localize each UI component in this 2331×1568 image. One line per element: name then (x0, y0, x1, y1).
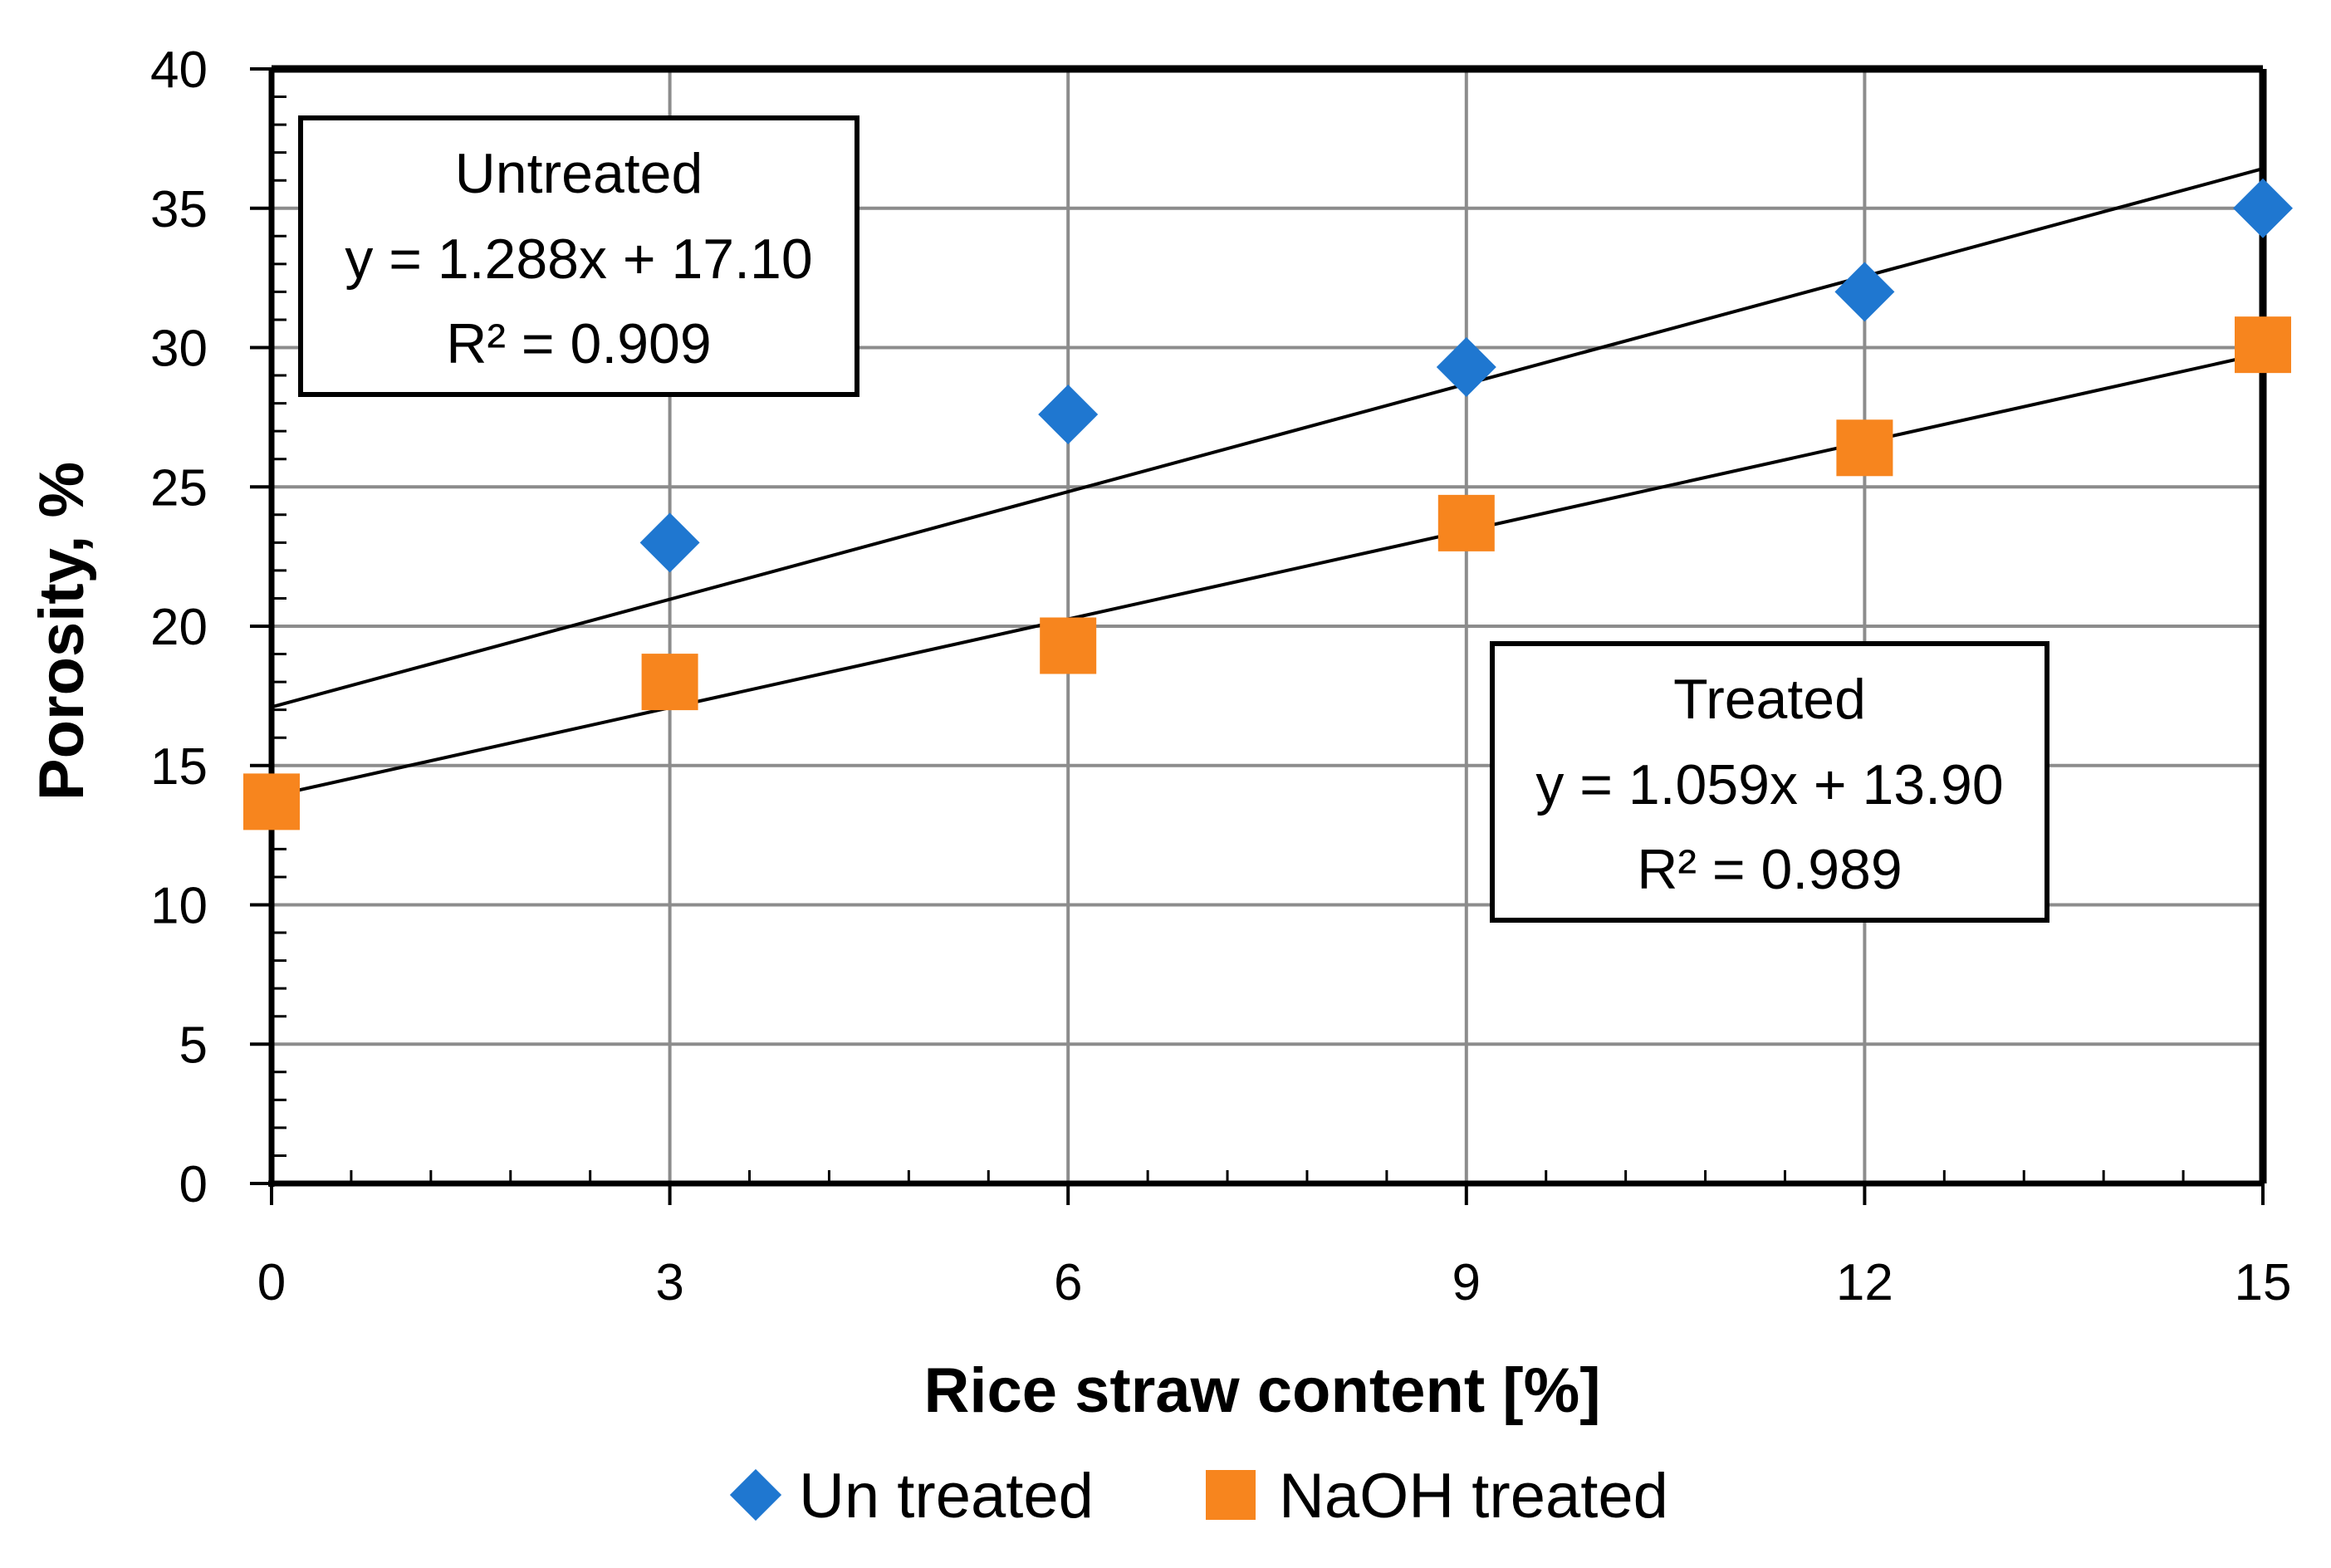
annotation-treated-equation: y = 1.059x + 13.90 (1535, 753, 2003, 816)
y-tick-label: 5 (179, 1017, 208, 1074)
untreated-point (1038, 385, 1099, 445)
annotation-untreated: Untreated y = 1.288x + 17.10 R² = 0.909 (298, 115, 859, 397)
naoh-treated-point (1437, 494, 1495, 551)
annotation-untreated-r2: R² = 0.909 (446, 312, 711, 375)
tick-labels: 0 5 10 15 20 25 30 35 40 0 3 6 9 12 15 (150, 42, 2291, 1311)
legend-naoh-label: NaOH treated (1279, 1461, 1668, 1531)
annotation-treated-r2: R² = 0.989 (1637, 838, 1902, 901)
y-tick-label: 30 (150, 321, 208, 378)
untreated-point (1436, 336, 1496, 397)
naoh-treated-point (641, 654, 698, 711)
annotation-untreated-equation: y = 1.288x + 17.10 (345, 228, 812, 291)
x-tick-label: 12 (1836, 1254, 1893, 1311)
untreated-point (639, 512, 700, 573)
trendlines (271, 167, 2264, 798)
x-tick-label: 0 (257, 1254, 286, 1311)
x-axis-title: Rice straw content [%] (923, 1355, 1600, 1426)
trendline-naoh-treated (271, 351, 2264, 798)
naoh-treated-point (243, 773, 300, 831)
y-tick-label: 40 (150, 42, 208, 99)
x-tick-label: 15 (2235, 1254, 2292, 1311)
y-axis-title: Porosity, % (27, 462, 97, 801)
y-tick-label: 25 (150, 459, 208, 517)
naoh-treated-point (2235, 316, 2291, 374)
y-tick-label: 10 (150, 878, 208, 935)
x-tick-label: 9 (1452, 1254, 1481, 1311)
annotation-untreated-box (298, 115, 859, 397)
annotation-treated: Treated y = 1.059x + 13.90 R² = 0.989 (1490, 641, 2049, 923)
naoh-treated-point (1040, 617, 1097, 674)
legend-untreated-label: Un treated (799, 1461, 1094, 1531)
y-tick-label: 0 (179, 1156, 208, 1213)
legend-untreated-marker (729, 1468, 782, 1521)
untreated-point (1834, 262, 1895, 322)
legend-naoh-marker (1206, 1470, 1256, 1520)
annotation-untreated-title: Untreated (455, 142, 703, 205)
y-tick-label: 15 (150, 738, 208, 796)
legend: Un treated NaOH treated (729, 1461, 1668, 1531)
y-tick-label: 35 (150, 181, 208, 238)
untreated-point (2233, 178, 2293, 238)
y-tick-label: 20 (150, 599, 208, 656)
data-markers (243, 178, 2293, 831)
annotation-treated-box (1490, 641, 2049, 923)
axes (250, 65, 2267, 1205)
annotation-treated-title: Treated (1673, 668, 1866, 731)
naoh-treated-point (1836, 419, 1893, 477)
trendline-untreated (271, 167, 2264, 709)
x-tick-label: 6 (1054, 1254, 1082, 1311)
x-tick-label: 3 (655, 1254, 683, 1311)
